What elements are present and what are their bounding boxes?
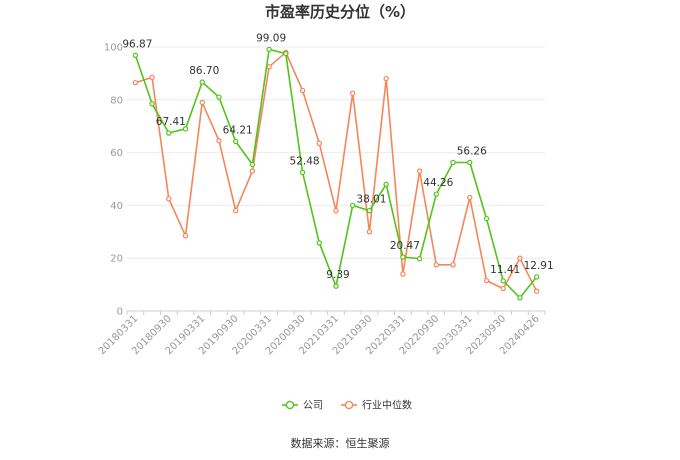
data-point[interactable]	[199, 79, 205, 85]
data-point[interactable]	[132, 79, 139, 86]
data-point[interactable]	[283, 50, 289, 57]
data-point[interactable]	[500, 278, 506, 284]
data-label: 64.21	[223, 124, 253, 136]
data-label: 52.48	[290, 155, 320, 167]
data-label: 67.41	[156, 116, 186, 128]
data-point[interactable]	[216, 94, 222, 100]
data-point[interactable]	[400, 254, 406, 260]
y-tick-label: 20	[110, 254, 123, 265]
data-point[interactable]	[350, 202, 356, 209]
data-label: 12.91	[524, 260, 554, 272]
data-point[interactable]	[366, 207, 373, 214]
data-point[interactable]	[517, 295, 523, 301]
x-axis: 2018033120180930201903312019093020200331…	[97, 311, 546, 357]
data-point[interactable]	[149, 74, 155, 81]
data-point[interactable]	[450, 159, 456, 166]
series-line	[135, 51, 538, 292]
data-point[interactable]	[533, 274, 540, 280]
data-label: 38.01	[356, 194, 386, 206]
series-line	[134, 48, 538, 299]
data-point[interactable]	[467, 159, 473, 166]
legend-item[interactable]: 行业中位数	[341, 399, 412, 412]
y-tick-label: 0	[117, 307, 123, 318]
legend[interactable]: 公司 行业中位数	[282, 399, 412, 412]
data-point[interactable]	[316, 240, 322, 246]
data-point[interactable]	[166, 130, 172, 136]
legend-swatch-marker	[285, 400, 295, 410]
data-point[interactable]	[316, 140, 322, 147]
y-axis: 0 20 40 60 80 100	[104, 43, 123, 318]
data-label: 9.39	[326, 269, 349, 281]
source-note: 数据来源：恒生聚源	[291, 436, 390, 450]
data-point[interactable]	[149, 101, 155, 107]
data-point[interactable]	[500, 285, 506, 292]
y-tick-label: 40	[110, 201, 123, 212]
data-point[interactable]	[199, 99, 205, 106]
data-point[interactable]	[383, 75, 389, 82]
data-point[interactable]	[166, 196, 172, 202]
legend-item[interactable]: 公司	[282, 401, 323, 412]
data-label: 96.87	[122, 38, 152, 50]
data-label: 99.09	[256, 32, 286, 44]
data-label: 44.26	[423, 177, 453, 189]
data-point[interactable]	[249, 161, 256, 168]
data-point[interactable]	[249, 168, 256, 174]
data-point[interactable]	[400, 271, 406, 277]
data-label: 11.41	[490, 264, 520, 276]
data-point[interactable]	[232, 207, 239, 214]
data-point[interactable]	[266, 64, 272, 70]
data-point[interactable]	[416, 168, 423, 174]
data-point[interactable]	[433, 191, 440, 197]
data-point[interactable]	[299, 87, 306, 94]
data-point[interactable]	[483, 215, 490, 222]
data-point[interactable]	[299, 169, 306, 176]
legend-label: 行业中位数	[362, 399, 412, 412]
data-point[interactable]	[333, 283, 339, 289]
y-tick-label: 80	[110, 95, 123, 106]
data-point[interactable]	[182, 126, 189, 132]
data-point[interactable]	[216, 138, 222, 144]
y-tick-label: 60	[110, 148, 123, 159]
data-label: 56.26	[457, 145, 487, 157]
y-tick-label: 100	[104, 43, 123, 54]
legend-swatch-marker	[344, 400, 354, 410]
data-point[interactable]	[450, 262, 456, 268]
data-label: 20.47	[390, 240, 420, 252]
data-point[interactable]	[517, 255, 523, 261]
data-point[interactable]	[132, 52, 139, 58]
data-point[interactable]	[467, 194, 473, 201]
data-point[interactable]	[483, 277, 490, 284]
data-label: 86.70	[189, 65, 219, 77]
data-point[interactable]	[383, 181, 389, 187]
data-labels: 96.87 67.41 86.70 64.21 99.09 52.48 9.39 38.01 2…	[122, 32, 553, 281]
data-point[interactable]	[416, 256, 423, 262]
legend-label: 公司	[303, 401, 323, 412]
series-group	[132, 46, 540, 301]
data-point[interactable]	[333, 207, 339, 214]
data-point[interactable]	[266, 46, 272, 53]
data-point[interactable]	[232, 138, 239, 145]
data-point[interactable]	[182, 233, 189, 239]
chart-title: 市盈率历史分位（%）	[265, 3, 415, 21]
data-point[interactable]	[350, 90, 356, 96]
data-point[interactable]	[366, 229, 373, 235]
data-point[interactable]	[533, 288, 540, 294]
data-point[interactable]	[433, 262, 440, 268]
